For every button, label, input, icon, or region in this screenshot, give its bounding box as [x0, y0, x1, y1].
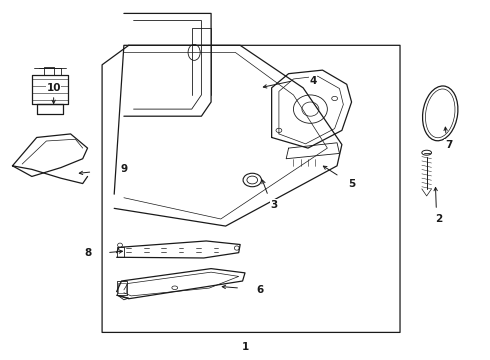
Text: 6: 6 [256, 285, 263, 295]
Text: 9: 9 [121, 165, 127, 174]
Text: 7: 7 [445, 140, 452, 149]
Text: 8: 8 [84, 248, 91, 258]
Text: 10: 10 [47, 83, 61, 93]
Text: 1: 1 [242, 342, 248, 352]
Text: 3: 3 [270, 200, 278, 210]
Text: 2: 2 [435, 214, 442, 224]
Text: 5: 5 [348, 179, 355, 189]
Text: 4: 4 [309, 76, 317, 86]
